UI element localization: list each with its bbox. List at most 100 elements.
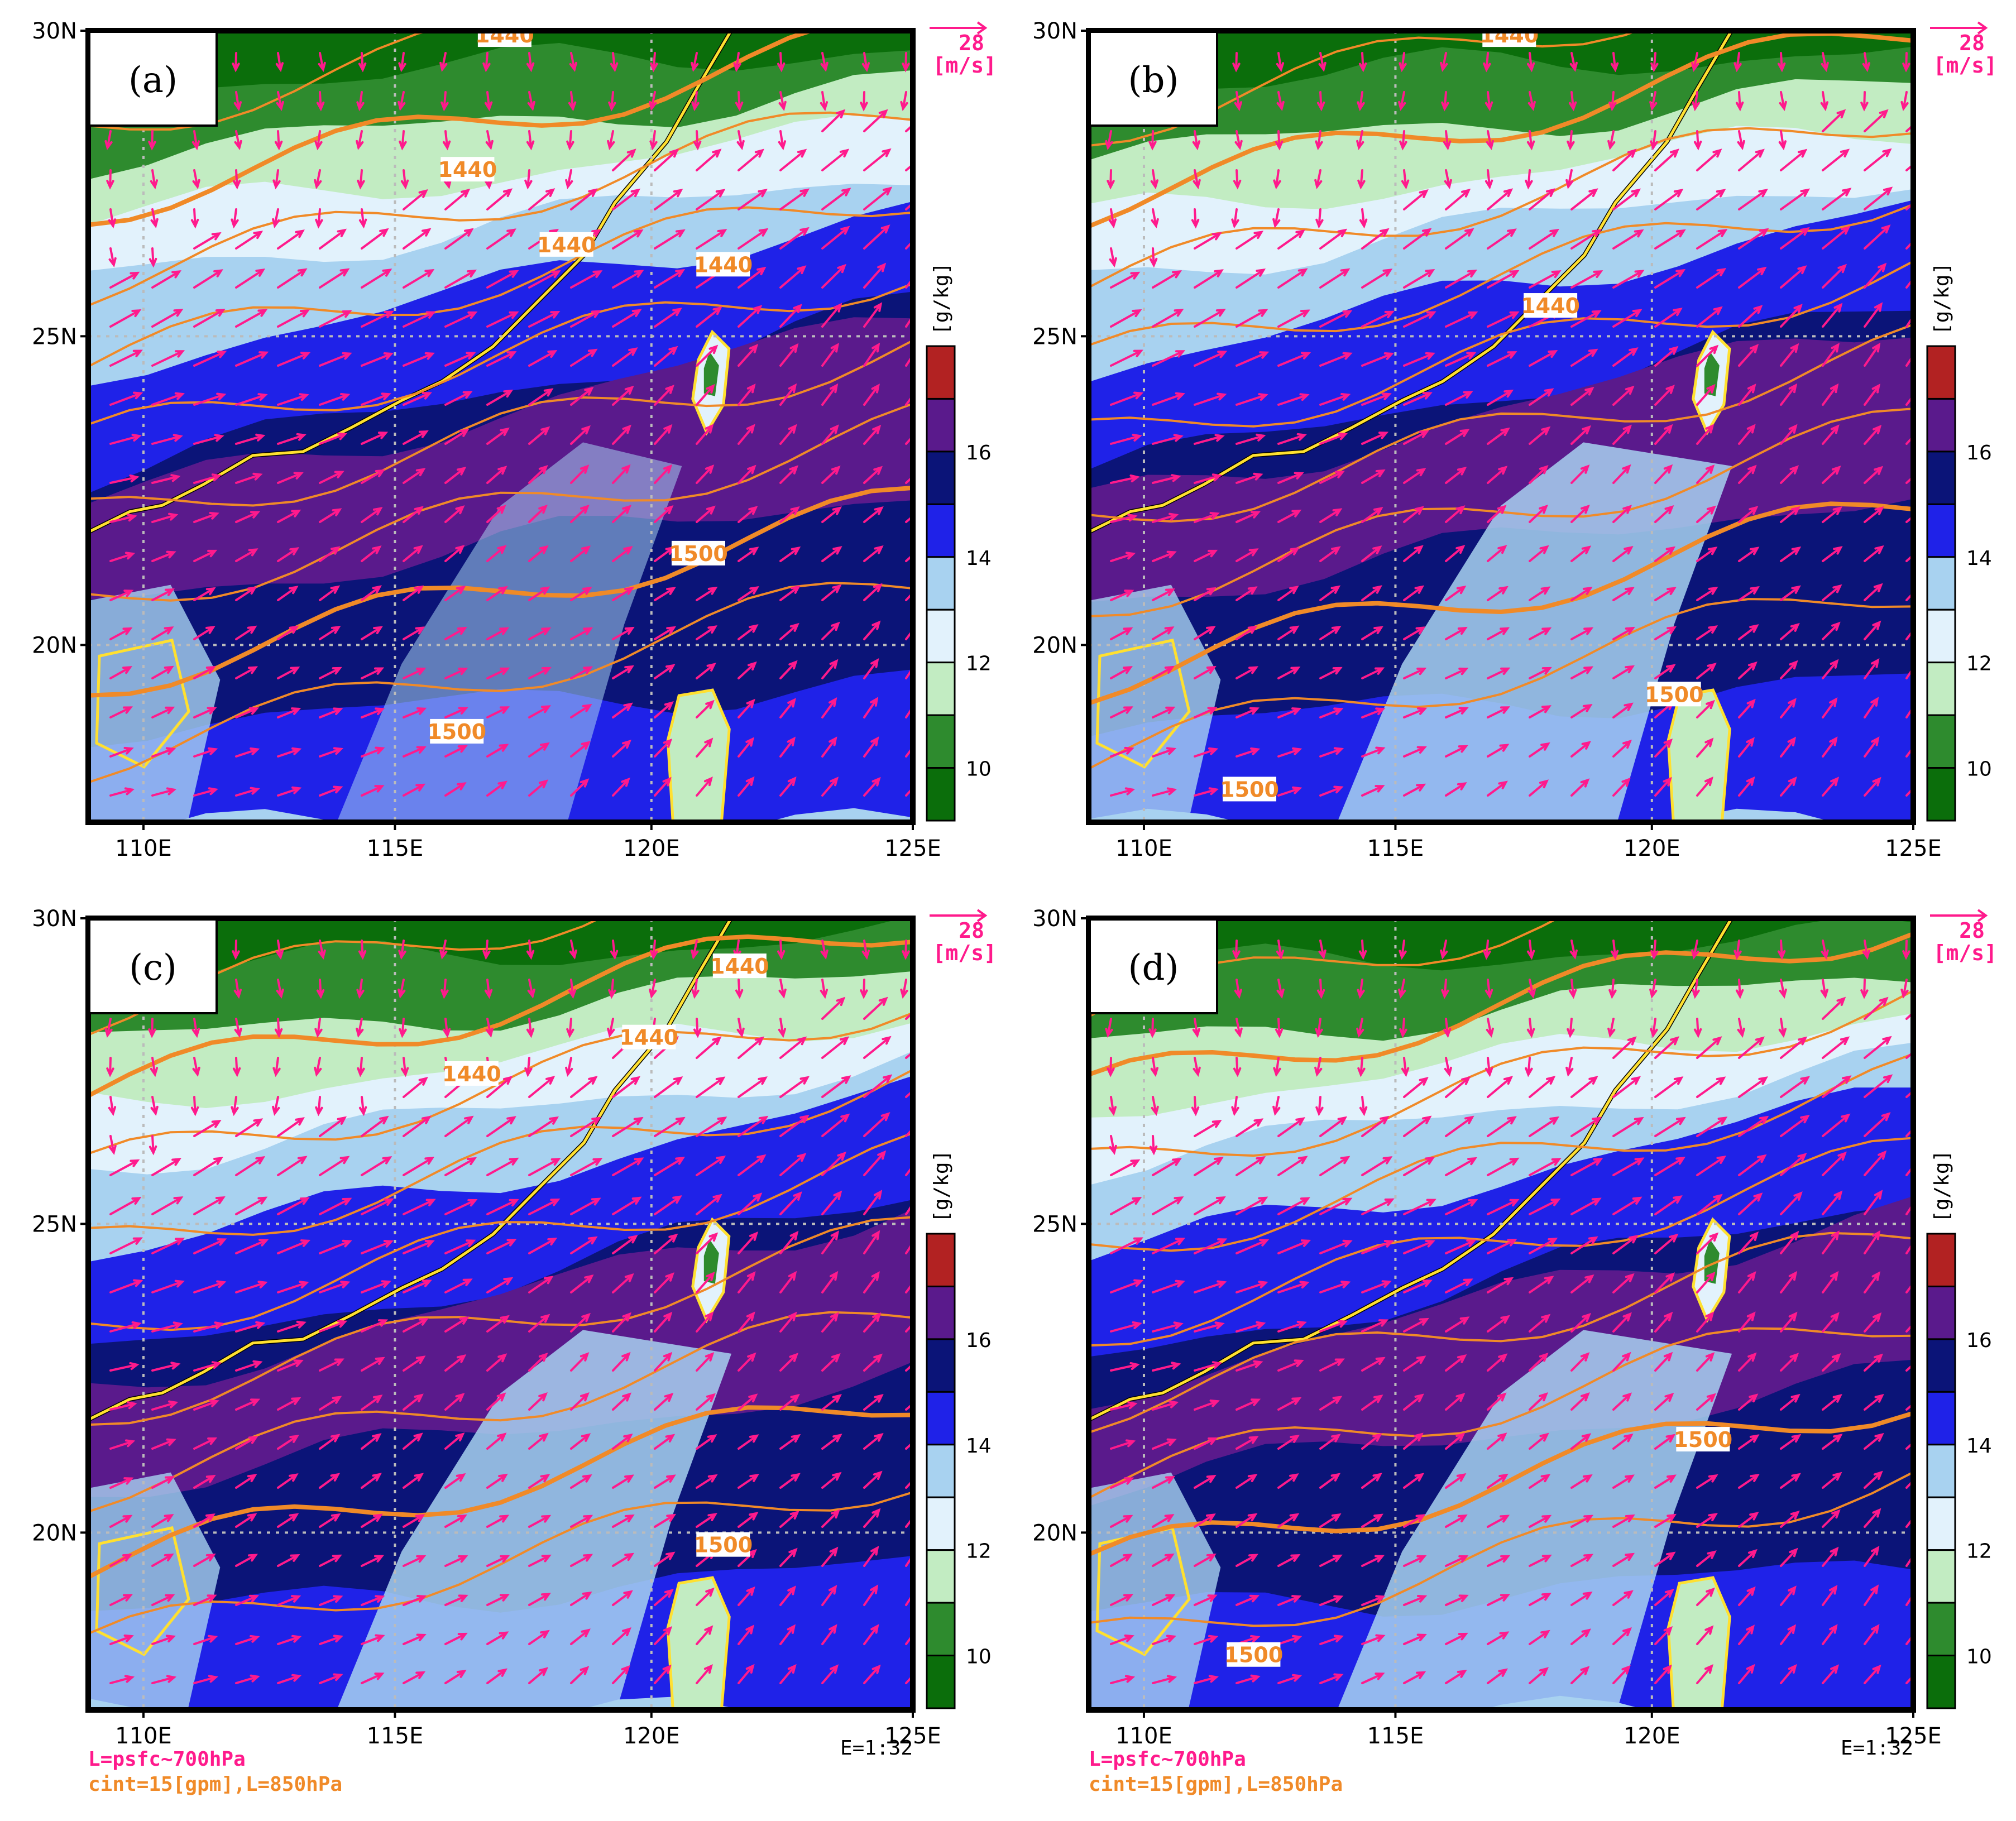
- wind-vector: [1612, 1157, 1645, 1176]
- wind-vector: [1152, 1553, 1175, 1567]
- contour-label: 1440: [475, 23, 534, 47]
- wind-vector: [654, 1352, 673, 1372]
- wind-vector: [1148, 1018, 1157, 1038]
- wind-vector: [778, 130, 787, 151]
- wind-vector: [1864, 1432, 1884, 1450]
- wind-vector: [1108, 1096, 1117, 1116]
- wind-vector: [319, 1473, 341, 1489]
- wind-vector: [1110, 627, 1133, 640]
- wind-vector: [1107, 169, 1115, 190]
- wind-vector: [109, 1554, 132, 1567]
- wind-vector: [1692, 979, 1700, 999]
- footer-scale: E=1:32: [840, 1737, 913, 1760]
- wind-vector: [528, 1352, 548, 1372]
- wind-vector: [1234, 91, 1243, 112]
- wind-vector: [1696, 1271, 1716, 1293]
- wind-vector: [691, 979, 700, 999]
- wind-vector: [1398, 91, 1406, 111]
- wind-vector: [1236, 1513, 1258, 1528]
- wind-vector: [1696, 1194, 1723, 1215]
- taiwan-mountains: [1704, 1239, 1720, 1284]
- wind-vector: [235, 1321, 266, 1333]
- wind-vector: [779, 1547, 798, 1567]
- wind-vector: [735, 91, 744, 112]
- wind-vector: [151, 434, 183, 445]
- wind-vector: [233, 91, 242, 112]
- wind-vector: [484, 979, 493, 999]
- wind-vector: [1780, 1585, 1797, 1606]
- wind-vector: [1319, 1595, 1344, 1606]
- reference-vector-value: 28: [1959, 918, 1985, 943]
- wind-vector: [1822, 1190, 1843, 1215]
- wind-vector: [1445, 1115, 1474, 1137]
- contour-label-box: [712, 953, 767, 979]
- wind-vector: [1403, 707, 1428, 718]
- wind-vector: [526, 52, 535, 73]
- wind-vector: [738, 189, 768, 210]
- wind-vector: [905, 741, 913, 758]
- wind-vector: [1110, 309, 1142, 328]
- geopotential-contour: [1089, 931, 1913, 1077]
- wind-vector: [524, 169, 533, 190]
- wind-vector: [821, 1584, 837, 1606]
- wind-vector: [696, 344, 719, 367]
- wind-vector: [106, 169, 114, 190]
- geopotential-contour: [1089, 1411, 1913, 1557]
- wind-vector: [1445, 545, 1466, 562]
- wind-vector: [1445, 1316, 1470, 1333]
- wind-vector: [1738, 464, 1757, 484]
- contour-label-box: [696, 252, 750, 277]
- wind-vector: [1277, 1554, 1301, 1567]
- wind-vector: [1401, 1057, 1410, 1077]
- wind-vector: [654, 1272, 674, 1293]
- wind-vector: [1696, 1352, 1715, 1372]
- wind-vector: [1738, 1434, 1760, 1450]
- wind-vector: [361, 1513, 383, 1528]
- colorbar-label: 10: [1966, 758, 1992, 781]
- wind-vector: [1654, 664, 1676, 679]
- wind-vector: [444, 1316, 470, 1333]
- wind-vector: [1319, 1635, 1344, 1645]
- wind-vector: [277, 472, 304, 484]
- wind-vector: [1654, 385, 1675, 406]
- colorbar-swatch: [1926, 451, 1956, 505]
- wind-vector: [1526, 130, 1535, 151]
- wind-vector: [1905, 624, 1913, 640]
- wind-vector: [1487, 1076, 1514, 1098]
- wind-vector: [1738, 737, 1755, 758]
- wind-vector: [612, 347, 638, 367]
- wind-vector: [277, 1473, 299, 1489]
- wind-vector: [1738, 1512, 1759, 1528]
- wind-vector: [1780, 1510, 1800, 1528]
- wind-vector: [1570, 1433, 1592, 1450]
- wind-vector: [779, 148, 807, 171]
- wind-vector: [1110, 1594, 1134, 1606]
- wind-vector: [779, 506, 800, 523]
- wind-vector: [1738, 424, 1756, 445]
- wind-vector: [1864, 583, 1883, 601]
- wind-vector: [654, 385, 674, 406]
- wind-vector: [863, 1508, 881, 1528]
- wind-vector: [277, 547, 300, 562]
- wind-vector: [1529, 350, 1558, 367]
- wind-vector: [1441, 91, 1449, 112]
- wind-vector: [1607, 1018, 1616, 1038]
- wind-vector: [1778, 130, 1787, 151]
- wind-vector: [1612, 1514, 1635, 1528]
- wind-vector: [1780, 424, 1798, 445]
- wind-vector: [1654, 1233, 1679, 1254]
- wind-vector: [649, 130, 658, 151]
- wind-vector: [151, 1635, 176, 1645]
- panel-a: 144014401440144015001500(a)30N25N20N110E…: [32, 18, 997, 861]
- wind-vector: [1236, 707, 1260, 718]
- wind-vector: [779, 1624, 796, 1645]
- wind-vector: [193, 1594, 217, 1606]
- wind-vector: [108, 1096, 117, 1116]
- wind-vector: [319, 228, 347, 250]
- wind-vector: [905, 314, 913, 328]
- wind-vector: [821, 1353, 841, 1372]
- wind-vector: [1529, 1199, 1561, 1215]
- reference-vector-unit: [m/s]: [1933, 53, 1997, 78]
- wind-vector: [1864, 1074, 1893, 1098]
- wind-vector: [1152, 1476, 1176, 1489]
